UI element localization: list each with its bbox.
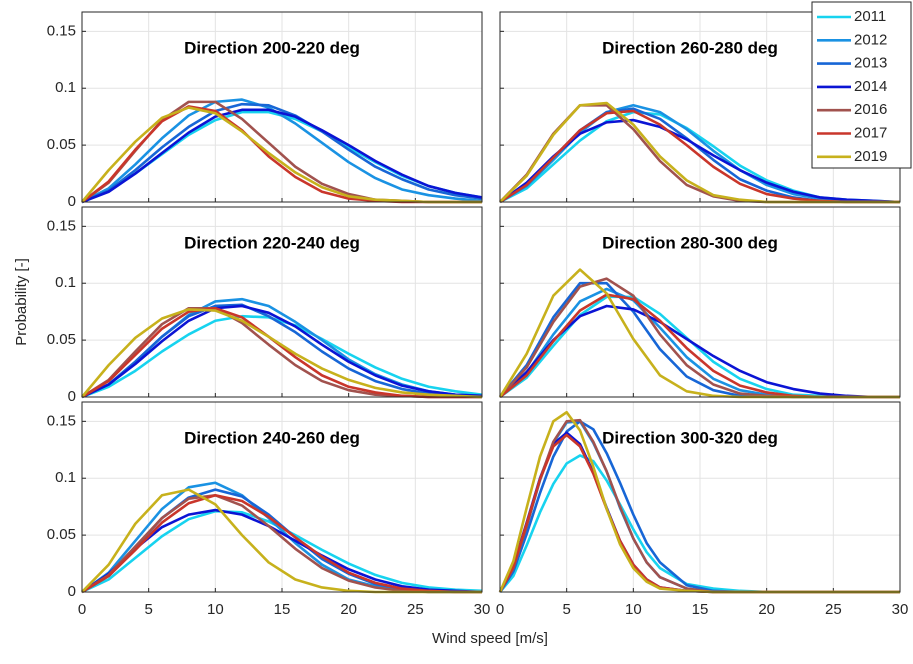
axes-box: [81, 11, 483, 203]
axes-box: [499, 401, 901, 593]
legend: 2011 2012 2013 2014 2016 2017 2019: [811, 1, 912, 169]
x-tick-label: 30: [474, 601, 491, 618]
y-tick-label: 0.1: [55, 79, 76, 96]
y-tick-label: 0.1: [55, 469, 76, 486]
x-tick-label: 20: [758, 601, 775, 618]
x-tick-label: 25: [407, 601, 424, 618]
panel-title: Direction 200-220 deg: [184, 38, 360, 57]
legend-label: 2016: [854, 101, 887, 118]
x-tick-label: 15: [274, 601, 291, 618]
y-tick-label: 0.15: [47, 412, 76, 429]
legend-label: 2019: [854, 148, 887, 165]
x-tick-label: 15: [692, 601, 709, 618]
axes-box: [81, 401, 483, 593]
y-tick-label: 0.15: [47, 22, 76, 39]
x-axis-label: Wind speed [m/s]: [432, 630, 548, 647]
y-tick-label: 0.1: [55, 274, 76, 291]
y-tick-label: 0.05: [47, 526, 76, 543]
data-line: [81, 98, 483, 204]
axes-box: [499, 206, 901, 398]
panel-title: Direction 280-300 deg: [602, 233, 778, 252]
data-line: [81, 306, 482, 399]
panel-title: Direction 220-240 deg: [184, 233, 360, 252]
x-tick-label: 0: [496, 601, 504, 618]
y-tick-label: 0.15: [47, 217, 76, 234]
legend-label: 2011: [854, 8, 886, 25]
data-line: [81, 314, 483, 399]
axes-box: [81, 206, 483, 398]
x-tick-label: 10: [625, 601, 642, 618]
legend-label: 2014: [854, 78, 887, 95]
y-tick-label: 0: [68, 388, 76, 405]
x-tick-label: 0: [78, 601, 86, 618]
y-tick-label: 0: [68, 193, 76, 210]
panel-title: Direction 300-320 deg: [602, 428, 778, 447]
data-line: [499, 304, 900, 399]
y-tick-label: 0.05: [47, 136, 76, 153]
legend-label: 2012: [854, 31, 887, 48]
data-line: [81, 308, 483, 399]
legend-label: 2017: [854, 124, 887, 141]
x-tick-label: 20: [340, 601, 357, 618]
data-line: [81, 102, 483, 204]
legend-box: [811, 1, 912, 169]
y-tick-label: 0.05: [47, 331, 76, 348]
x-tick-label: 5: [144, 601, 152, 618]
data-line: [81, 106, 482, 204]
data-line: [81, 108, 483, 204]
x-tick-label: 25: [825, 601, 842, 618]
data-line: [81, 303, 483, 399]
y-axis-label: Probability [-]: [13, 258, 30, 346]
x-tick-label: 10: [207, 601, 224, 618]
panel-title: Direction 240-260 deg: [184, 428, 360, 447]
legend-label: 2013: [854, 55, 887, 72]
data-line: [81, 493, 482, 594]
x-tick-label: 30: [892, 601, 909, 618]
data-line: [81, 304, 483, 399]
y-tick-label: 0: [68, 583, 76, 600]
x-tick-label: 5: [562, 601, 570, 618]
panel-title: Direction 260-280 deg: [602, 38, 778, 57]
